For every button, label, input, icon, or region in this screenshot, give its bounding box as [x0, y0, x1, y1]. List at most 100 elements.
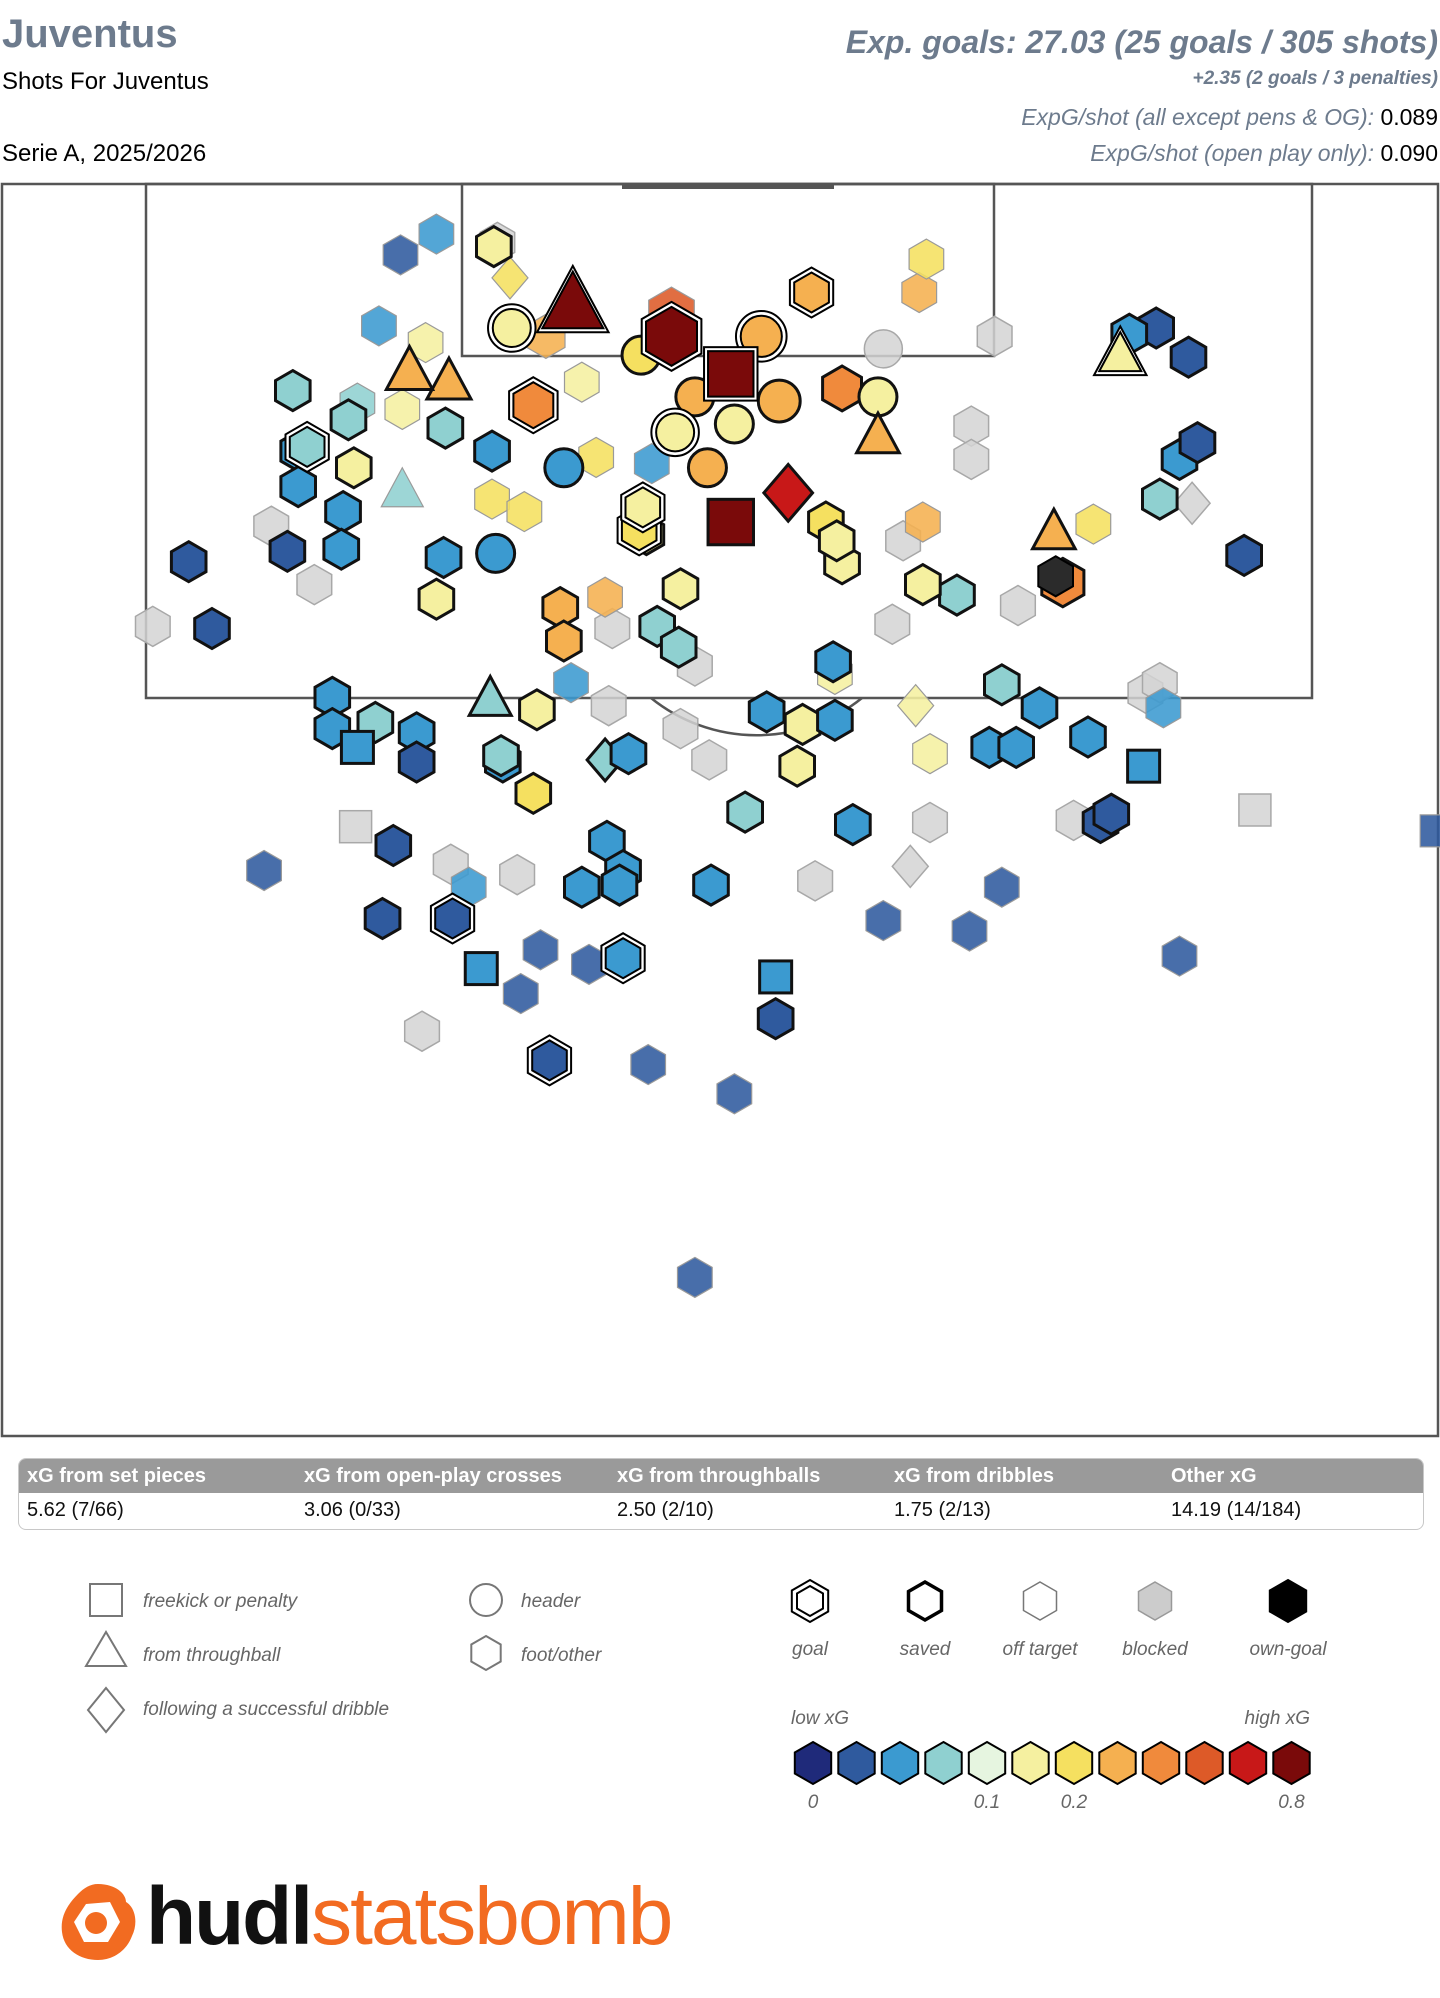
double-outline-hexagon-inner	[796, 1584, 824, 1618]
shot-marker	[788, 266, 835, 319]
scale-swatch	[837, 1740, 876, 1786]
scale-tick-label: 0	[808, 1792, 819, 1813]
shot-marker	[380, 466, 425, 508]
scale-tick-label: 0.8	[1278, 1792, 1305, 1813]
penalties-summary: +2.35 (2 goals / 3 penalties)	[1192, 68, 1438, 89]
shot-marker	[904, 562, 942, 607]
legend-foot-label: foot/other	[521, 1645, 602, 1666]
legend-header-label: header	[521, 1591, 581, 1612]
shot-marker	[863, 329, 904, 369]
shot-marker	[514, 771, 553, 816]
circle-icon	[469, 1583, 503, 1617]
shot-marker	[169, 539, 208, 584]
shot-marker	[814, 640, 852, 684]
shot-marker	[1030, 505, 1078, 551]
shot-marker	[403, 1010, 441, 1053]
legend-freekick-label: freekick or penalty	[143, 1591, 299, 1612]
scale-swatch	[1054, 1740, 1094, 1786]
shot-marker	[661, 567, 700, 611]
shot-marker	[594, 607, 631, 650]
xg-header-set-pieces: xG from set pieces	[27, 1465, 206, 1487]
shot-marker	[1161, 935, 1198, 977]
scale-swatch	[1141, 1740, 1181, 1786]
shot-marker	[896, 683, 935, 728]
shot-marker	[1075, 503, 1112, 545]
shot-marker	[134, 605, 171, 648]
expg-per-shot: ExpG/shot (all except pens & OG): 0.089	[1021, 104, 1438, 131]
shot-marker	[1020, 686, 1059, 730]
shot-marker	[620, 481, 666, 534]
shot-marker	[518, 688, 556, 732]
shot-marker	[553, 662, 589, 704]
shot-marker	[491, 255, 529, 300]
shot-marker	[908, 238, 945, 280]
shot-marker	[630, 1043, 667, 1086]
shot-marker	[706, 497, 755, 547]
shot-marker	[383, 343, 436, 391]
shot-marker	[716, 1073, 753, 1115]
shot-marker	[951, 910, 988, 952]
xg-colour-scale	[793, 1740, 1311, 1786]
shot-marker	[522, 929, 559, 971]
black-hexagon-icon	[1268, 1578, 1308, 1624]
shot-map	[0, 182, 1440, 1438]
xg-value-dribbles: 1.75 (2/13)	[894, 1499, 991, 1521]
shot-marker	[587, 576, 624, 618]
shot-marker	[662, 707, 699, 750]
legend-saved-label: saved	[900, 1639, 952, 1660]
shot-marker	[817, 519, 856, 563]
xg-table-row: 5.62 (7/66) 3.06 (0/33) 2.50 (2/10) 1.75…	[19, 1493, 1423, 1529]
scale-swatch	[1228, 1740, 1268, 1786]
shot-marker	[426, 406, 465, 450]
expg-open-play: ExpG/shot (open play only): 0.090	[1090, 140, 1438, 167]
brand-hudl: hudl	[146, 1871, 313, 1962]
shot-marker	[1419, 814, 1440, 848]
shot-marker	[747, 690, 786, 734]
thin-outline-hexagon-icon	[1022, 1581, 1058, 1621]
shot-marker	[865, 899, 902, 942]
shot-marker	[691, 739, 728, 781]
shot-marker	[324, 489, 362, 534]
shot-marker	[1092, 792, 1131, 836]
shot-marker	[1141, 477, 1179, 521]
scale-swatch	[880, 1740, 920, 1786]
shot-marker	[284, 420, 330, 474]
shot-marker	[640, 300, 703, 372]
shot-marker	[999, 584, 1037, 627]
shot-marker	[466, 673, 514, 717]
shot-marker	[578, 436, 615, 479]
shot-marker	[756, 378, 802, 424]
legend-goal-label: goal	[792, 1639, 829, 1660]
xg-header-other: Other xG	[1171, 1465, 1257, 1487]
brand-statsbomb: statsbomb	[311, 1871, 673, 1962]
xg-value-throughballs: 2.50 (2/10)	[617, 1499, 714, 1521]
xg-value-other: 14.19 (14/184)	[1171, 1499, 1302, 1521]
legend-blocked-label: blocked	[1122, 1639, 1189, 1660]
shot-marker	[338, 809, 373, 844]
shot-marker	[535, 263, 611, 334]
triangle-icon	[84, 1630, 128, 1667]
shot-marker	[268, 529, 307, 574]
shot-marker	[600, 932, 646, 985]
expg-open-play-label: ExpG/shot (open play only):	[1090, 140, 1375, 166]
expg-summary: Exp. goals: 27.03 (25 goals / 305 shots)	[845, 24, 1438, 60]
hexagon-icon	[470, 1634, 502, 1672]
shot-marker	[1238, 793, 1272, 827]
scale-low-label: low xG	[791, 1708, 849, 1729]
shot-marker	[424, 354, 474, 401]
shot-marker	[911, 801, 949, 844]
bold-outline-hexagon-icon	[906, 1579, 944, 1623]
scale-swatch	[1185, 1740, 1224, 1786]
shot-marker	[953, 438, 990, 481]
square-icon	[89, 1583, 123, 1617]
shot-marker	[778, 744, 816, 788]
shot-marker	[854, 409, 902, 455]
shot-marker	[474, 478, 510, 520]
shot-marker	[487, 303, 537, 353]
scale-tick-label: 0.1	[974, 1792, 1000, 1813]
shots-layer	[134, 213, 1440, 1299]
legend-off-target-label: off target	[1003, 1639, 1079, 1660]
shot-marker	[761, 462, 815, 524]
team-name: Juventus	[2, 12, 178, 56]
brand-wordmark: hudlstatsbomb	[146, 1870, 673, 1964]
